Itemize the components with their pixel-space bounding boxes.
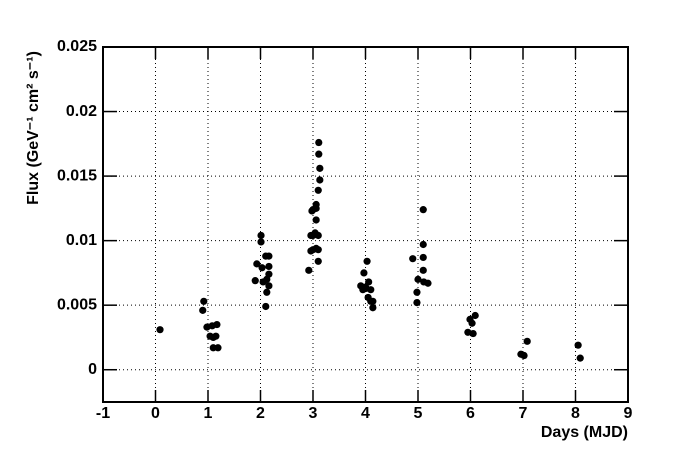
data-point — [419, 266, 427, 274]
x-tick-label: 1 — [204, 405, 213, 422]
data-point — [424, 279, 432, 287]
y-tick-label: 0.025 — [57, 38, 97, 55]
y-tick-label: 0 — [88, 361, 97, 378]
y-tick-label: 0.02 — [66, 103, 97, 120]
y-tick-label: 0.015 — [57, 167, 97, 184]
data-point — [308, 207, 316, 215]
x-tick-label: 0 — [151, 405, 160, 422]
data-point — [265, 262, 273, 271]
data-point — [253, 260, 261, 268]
data-point — [257, 231, 265, 240]
data-point — [200, 297, 208, 305]
data-point — [409, 255, 417, 263]
data-point — [369, 297, 377, 305]
data-point — [469, 329, 477, 338]
data-point — [305, 266, 313, 274]
data-point — [212, 332, 220, 340]
data-point — [363, 257, 371, 265]
data-point — [471, 311, 479, 320]
x-tick-label: 8 — [571, 405, 580, 422]
data-point — [419, 253, 427, 262]
x-axis-label: Days (MJD) — [541, 424, 628, 441]
x-tick-label: 3 — [309, 405, 318, 422]
data-point — [361, 283, 370, 291]
x-tick-label: -1 — [96, 405, 110, 422]
data-point — [307, 231, 315, 240]
y-axis-label: Flux (GeV⁻¹ cm² s⁻¹) — [25, 51, 42, 205]
x-tick-label: 7 — [519, 405, 528, 422]
data-point — [263, 288, 271, 296]
x-tick-label: 2 — [256, 405, 265, 422]
data-point — [258, 264, 266, 272]
data-point — [419, 206, 427, 214]
data-point — [365, 278, 373, 286]
x-tick-label: 6 — [466, 405, 475, 422]
y-tick-label: 0.005 — [57, 296, 97, 313]
data-point — [259, 278, 267, 286]
data-point — [199, 306, 207, 314]
data-point — [265, 282, 273, 290]
data-point — [520, 351, 528, 360]
data-point — [312, 216, 320, 224]
y-tick-label: 0.01 — [66, 232, 97, 249]
data-point — [262, 302, 270, 311]
data-point — [214, 344, 222, 352]
x-tick-label: 5 — [414, 405, 423, 422]
x-tick-label: 4 — [361, 405, 370, 422]
x-tick-label: 9 — [624, 405, 633, 422]
data-point — [314, 186, 322, 194]
data-point — [213, 320, 221, 329]
data-point — [206, 332, 214, 340]
data-point — [413, 288, 421, 296]
data-point — [523, 337, 531, 345]
data-point — [369, 304, 377, 312]
data-point — [576, 354, 584, 362]
data-point — [413, 299, 421, 307]
data-point — [316, 164, 324, 172]
data-point — [316, 176, 324, 184]
plot-frame — [102, 46, 629, 403]
data-point — [265, 252, 273, 260]
data-point — [360, 269, 368, 277]
data-point — [156, 326, 164, 334]
data-point — [574, 341, 582, 349]
data-point — [314, 257, 322, 265]
data-point — [468, 319, 476, 327]
data-point — [315, 150, 323, 158]
data-point — [314, 231, 322, 240]
data-point — [315, 138, 323, 147]
data-point — [314, 246, 322, 254]
data-point — [257, 238, 265, 246]
data-point — [251, 277, 259, 285]
data-point — [419, 240, 427, 249]
data-point — [414, 275, 422, 283]
data-point — [307, 247, 315, 255]
